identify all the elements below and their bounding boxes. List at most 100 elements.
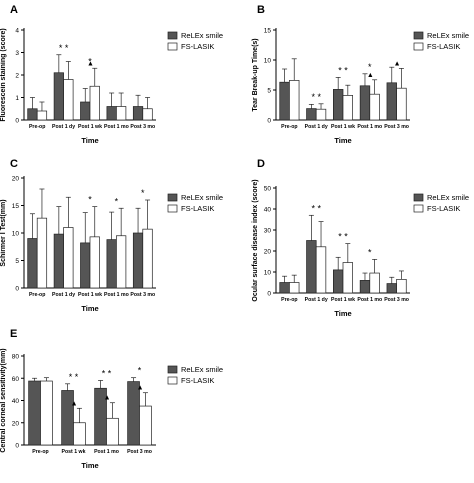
legend-label: FS-LASIK: [181, 42, 214, 51]
bar-relex: [359, 280, 371, 294]
x-axis-label: Time: [81, 304, 98, 313]
x-axis-label: Time: [334, 136, 351, 145]
significance-marker: *: [141, 188, 145, 198]
bar-relex: [61, 390, 74, 446]
legend-label: FS-LASIK: [427, 204, 460, 213]
legend-swatch-relex: [413, 193, 424, 202]
x-tick-label: Post 1 wk: [331, 297, 355, 303]
triangle-marker: ▲: [104, 395, 111, 402]
x-tick-label: Pre-op: [29, 292, 45, 298]
bar-lasik: [89, 236, 100, 289]
significance-marker: * *: [102, 368, 112, 378]
y-tick-label: 10: [12, 231, 20, 238]
bar-lasik: [396, 87, 407, 121]
bar-relex: [306, 240, 317, 294]
triangle-marker: ▲: [137, 385, 144, 392]
panel-label: C: [10, 158, 18, 170]
x-tick-label: Pre-op: [281, 124, 297, 130]
bar-relex: [386, 82, 397, 121]
bar-relex: [27, 108, 38, 121]
y-axis-label: Tear Break-up Time(s): [252, 38, 259, 111]
panel-a: A 0 1 2 3 4 Fluorescein staining (score) Time Pr…: [0, 4, 223, 145]
bar-lasik: [369, 272, 380, 294]
x-tick-label: Post 1 mo: [357, 124, 382, 130]
legend-label: ReLEx smile: [427, 193, 469, 202]
bar-lasik: [369, 93, 380, 121]
y-tick-label: 5: [15, 258, 19, 265]
bar-lasik: [36, 217, 48, 289]
y-tick-label: 15: [264, 28, 272, 35]
y-axis-label: Ocular surface disease index (score): [252, 179, 259, 301]
bar-lasik: [139, 405, 152, 446]
bar-lasik: [142, 108, 153, 121]
legend-label: FS-LASIK: [181, 376, 214, 385]
legend-swatch-lasik: [167, 204, 178, 213]
bar-relex: [80, 101, 91, 121]
y-tick-label: 1: [15, 95, 19, 102]
y-tick-label: 60: [12, 376, 20, 383]
legend: ReLEx smile FS-LASIK: [167, 365, 223, 385]
y-tick-label: 0: [15, 443, 19, 450]
panel-b: B 0 5 10 15 Tear Break-up Time(s) Time Pre-op Po…: [252, 4, 469, 145]
panel-d: D 0 10 20 30 40 50 Ocular surface disease index…: [252, 158, 469, 318]
bar-relex: [28, 380, 41, 446]
bar-lasik: [342, 95, 353, 121]
y-tick-label: 80: [12, 354, 20, 361]
legend-swatch-relex: [167, 193, 178, 202]
y-tick-label: 10: [264, 58, 272, 65]
y-tick-label: 20: [12, 420, 20, 427]
x-tick-label: Pre-op: [281, 297, 297, 303]
legend-swatch-lasik: [413, 42, 424, 51]
x-tick-label: Post 1 mo: [104, 124, 129, 130]
x-axis-label: Time: [334, 309, 351, 318]
bar-relex: [53, 72, 64, 121]
bar-relex: [279, 81, 290, 121]
bar-relex: [53, 233, 64, 289]
significance-marker: *: [115, 196, 119, 206]
legend-label: FS-LASIK: [427, 42, 460, 51]
x-tick-label: Post 1 wk: [78, 292, 102, 298]
significance-marker: * *: [311, 92, 321, 102]
significance-marker: * *: [338, 65, 348, 75]
x-tick-label: Post 3 mo: [130, 124, 155, 130]
legend: ReLEx smile FS-LASIK: [167, 31, 223, 51]
x-tick-label: Post 3 mo: [130, 292, 155, 298]
bar-lasik: [396, 279, 407, 294]
y-tick-label: 30: [264, 228, 272, 235]
y-tick-label: 5: [267, 88, 271, 95]
significance-marker: * *: [338, 232, 348, 242]
significance-marker: * *: [69, 372, 79, 382]
significance-marker: * *: [311, 203, 321, 213]
y-tick-label: 0: [15, 118, 19, 125]
x-tick-label: Post 1 dy: [305, 297, 328, 303]
triangle-marker: ▲: [71, 400, 78, 407]
y-tick-label: 4: [15, 28, 19, 35]
triangle-marker: ▲: [87, 60, 94, 67]
x-axis-label: Time: [81, 461, 98, 470]
y-axis-label: Schirmer I Test(mm): [0, 199, 7, 266]
significance-marker: *: [88, 195, 92, 205]
legend: ReLEx smile FS-LASIK: [413, 193, 469, 213]
x-tick-label: Post 1 dy: [52, 124, 75, 130]
bar-lasik: [315, 108, 327, 121]
legend-swatch-relex: [167, 365, 178, 374]
legend-swatch-lasik: [413, 204, 424, 213]
x-tick-label: Post 3 mo: [127, 449, 152, 455]
legend-label: ReLEx smile: [181, 31, 223, 40]
bar-lasik: [342, 262, 353, 294]
y-tick-label: 3: [15, 50, 19, 57]
y-axis-label: Central corneal sensitivity(mm): [0, 348, 7, 452]
legend: ReLEx smile FS-LASIK: [413, 31, 469, 51]
significance-marker: *: [368, 247, 372, 257]
x-tick-label: Post 1 mo: [104, 292, 129, 298]
y-tick-label: 2: [15, 73, 19, 80]
legend-label: FS-LASIK: [181, 204, 214, 213]
significance-marker: * *: [59, 43, 69, 53]
x-tick-label: Post 1 dy: [305, 124, 328, 130]
y-tick-label: 15: [12, 203, 20, 210]
bar-lasik: [289, 80, 300, 121]
bar-lasik: [63, 79, 74, 121]
bar-relex: [333, 269, 344, 294]
bar-relex: [279, 282, 290, 294]
y-tick-label: 40: [12, 398, 20, 405]
